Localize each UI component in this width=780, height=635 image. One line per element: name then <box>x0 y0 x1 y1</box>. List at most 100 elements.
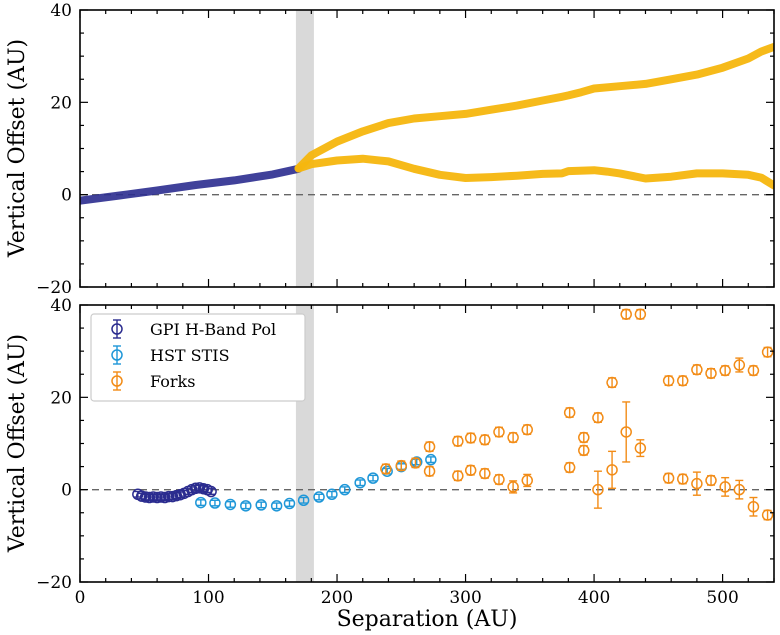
forks-point <box>592 470 604 509</box>
forks-point <box>620 308 632 320</box>
forks-point <box>719 364 731 377</box>
forks-point <box>521 473 533 488</box>
hst-stis-point <box>255 499 267 511</box>
forks-point <box>493 473 505 486</box>
x-tick-label: 500 <box>706 588 738 608</box>
marker <box>747 364 760 377</box>
x-tick-label: 300 <box>449 588 481 608</box>
marker <box>691 477 703 490</box>
bottom-x-tick-labels: 0 100 200 300 400 500 <box>75 588 739 608</box>
hst-stis-point <box>240 500 252 512</box>
legend-item: Forks <box>111 371 195 391</box>
legend-item: HST STIS <box>111 345 230 365</box>
forks-point <box>521 423 533 436</box>
forks-point <box>578 431 590 444</box>
marker <box>425 453 437 466</box>
forks-point <box>662 374 675 387</box>
x-tick-label: 100 <box>192 588 224 608</box>
forks-point <box>563 406 576 419</box>
y-tick-label: 20 <box>50 93 72 113</box>
forks-point <box>747 364 760 377</box>
marker <box>563 406 576 419</box>
marker <box>507 481 519 493</box>
forks-point <box>507 480 519 494</box>
top-ticks <box>79 9 775 288</box>
forks-point <box>479 467 491 480</box>
bottom-y-axis-label: Vertical Offset (AU) <box>5 334 30 553</box>
marker <box>240 500 252 512</box>
marker <box>521 474 533 487</box>
marker <box>634 442 647 454</box>
marker <box>662 472 675 484</box>
marker <box>326 488 338 501</box>
marker <box>677 473 689 485</box>
marker <box>143 491 156 504</box>
marker <box>205 485 217 498</box>
marker <box>464 432 477 444</box>
marker <box>423 465 436 477</box>
marker <box>733 483 746 496</box>
marker <box>606 376 618 389</box>
x-tick-label: 200 <box>321 588 353 608</box>
forks-point <box>677 473 689 485</box>
marker <box>563 461 576 474</box>
legend-box <box>90 313 306 402</box>
marker <box>677 374 689 387</box>
marker <box>493 473 505 486</box>
top-y-axis-label: Vertical Offset (AU) <box>5 39 30 258</box>
marker <box>761 346 774 358</box>
marker <box>634 308 647 320</box>
marker <box>380 463 392 475</box>
hst-stis-point <box>195 496 207 509</box>
hst-stis-point <box>209 497 221 509</box>
legend: GPI H-Band Pol HST STIS Forks <box>90 313 306 402</box>
forks-point <box>409 457 422 469</box>
legend-label: Forks <box>150 372 195 391</box>
legend-item: GPI H-Band Pol <box>111 319 276 339</box>
marker <box>338 483 351 496</box>
marker <box>733 359 746 371</box>
marker <box>452 470 464 482</box>
marker <box>313 491 325 503</box>
x-tick-label: 400 <box>578 588 610 608</box>
hst-stis-point <box>425 453 437 466</box>
marker <box>195 496 207 509</box>
marker <box>151 491 163 504</box>
marker <box>423 440 436 453</box>
marker <box>162 490 175 503</box>
y-tick-label: −20 <box>36 278 72 298</box>
legend-marker <box>111 323 123 335</box>
marker <box>620 426 632 438</box>
y-tick-label: 0 <box>61 186 72 206</box>
forks-point <box>705 367 717 380</box>
forks-point <box>395 459 408 472</box>
forks-point <box>634 308 647 320</box>
marker <box>507 431 519 444</box>
bottom-plot-points <box>132 308 774 521</box>
marker <box>255 499 267 511</box>
bottom-y-tick-labels: −20 0 20 40 <box>36 296 72 593</box>
forks-point <box>423 465 436 477</box>
marker <box>705 474 717 487</box>
y-tick-label: 40 <box>50 296 72 316</box>
bottom-ticks <box>79 304 775 583</box>
forks-point <box>452 470 464 482</box>
marker <box>719 481 731 493</box>
marker <box>705 367 717 380</box>
forks-point <box>761 509 774 521</box>
hst-stis-point <box>270 500 283 512</box>
forks-point <box>479 434 491 446</box>
top-y-tick-labels: −20 0 20 40 <box>36 1 72 298</box>
forks-point <box>691 363 703 376</box>
hst-stis-point <box>338 483 351 496</box>
marker <box>620 308 632 320</box>
forks-point <box>620 401 632 463</box>
marker <box>493 426 505 438</box>
forks-point <box>464 464 477 477</box>
marker <box>209 497 221 509</box>
hst-stis-point <box>313 491 325 503</box>
legend-marker <box>111 375 123 387</box>
forks-point <box>634 439 647 458</box>
gpi-h-band-pol-point <box>205 485 217 498</box>
forks-point <box>606 376 618 389</box>
